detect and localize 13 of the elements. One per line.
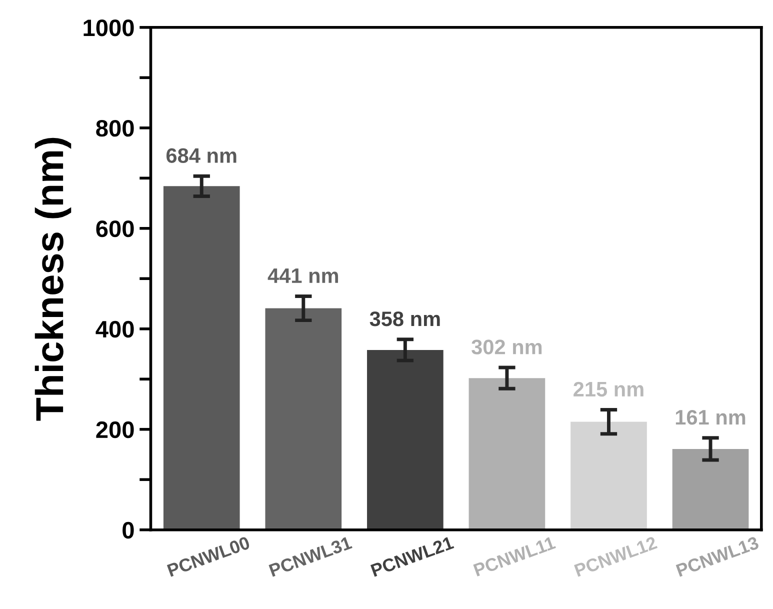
data-label: 215 nm bbox=[574, 382, 644, 397]
data-label: 302 nm bbox=[472, 340, 542, 354]
y-tick-label: 200 bbox=[96, 421, 134, 438]
y-tick-label: 600 bbox=[96, 220, 134, 238]
y-tick-label: 1000 bbox=[84, 19, 134, 36]
data-label: 684 nm bbox=[166, 148, 236, 163]
data-label: 358 nm bbox=[370, 311, 440, 326]
y-tick-label: 0 bbox=[122, 522, 134, 539]
y-tick-label: 400 bbox=[96, 320, 134, 338]
y-tick-label: 800 bbox=[96, 120, 134, 137]
data-label: 441 nm bbox=[268, 268, 338, 283]
data-label: 161 nm bbox=[676, 410, 746, 425]
y-axis-title: Thickness (nm) bbox=[34, 138, 72, 421]
